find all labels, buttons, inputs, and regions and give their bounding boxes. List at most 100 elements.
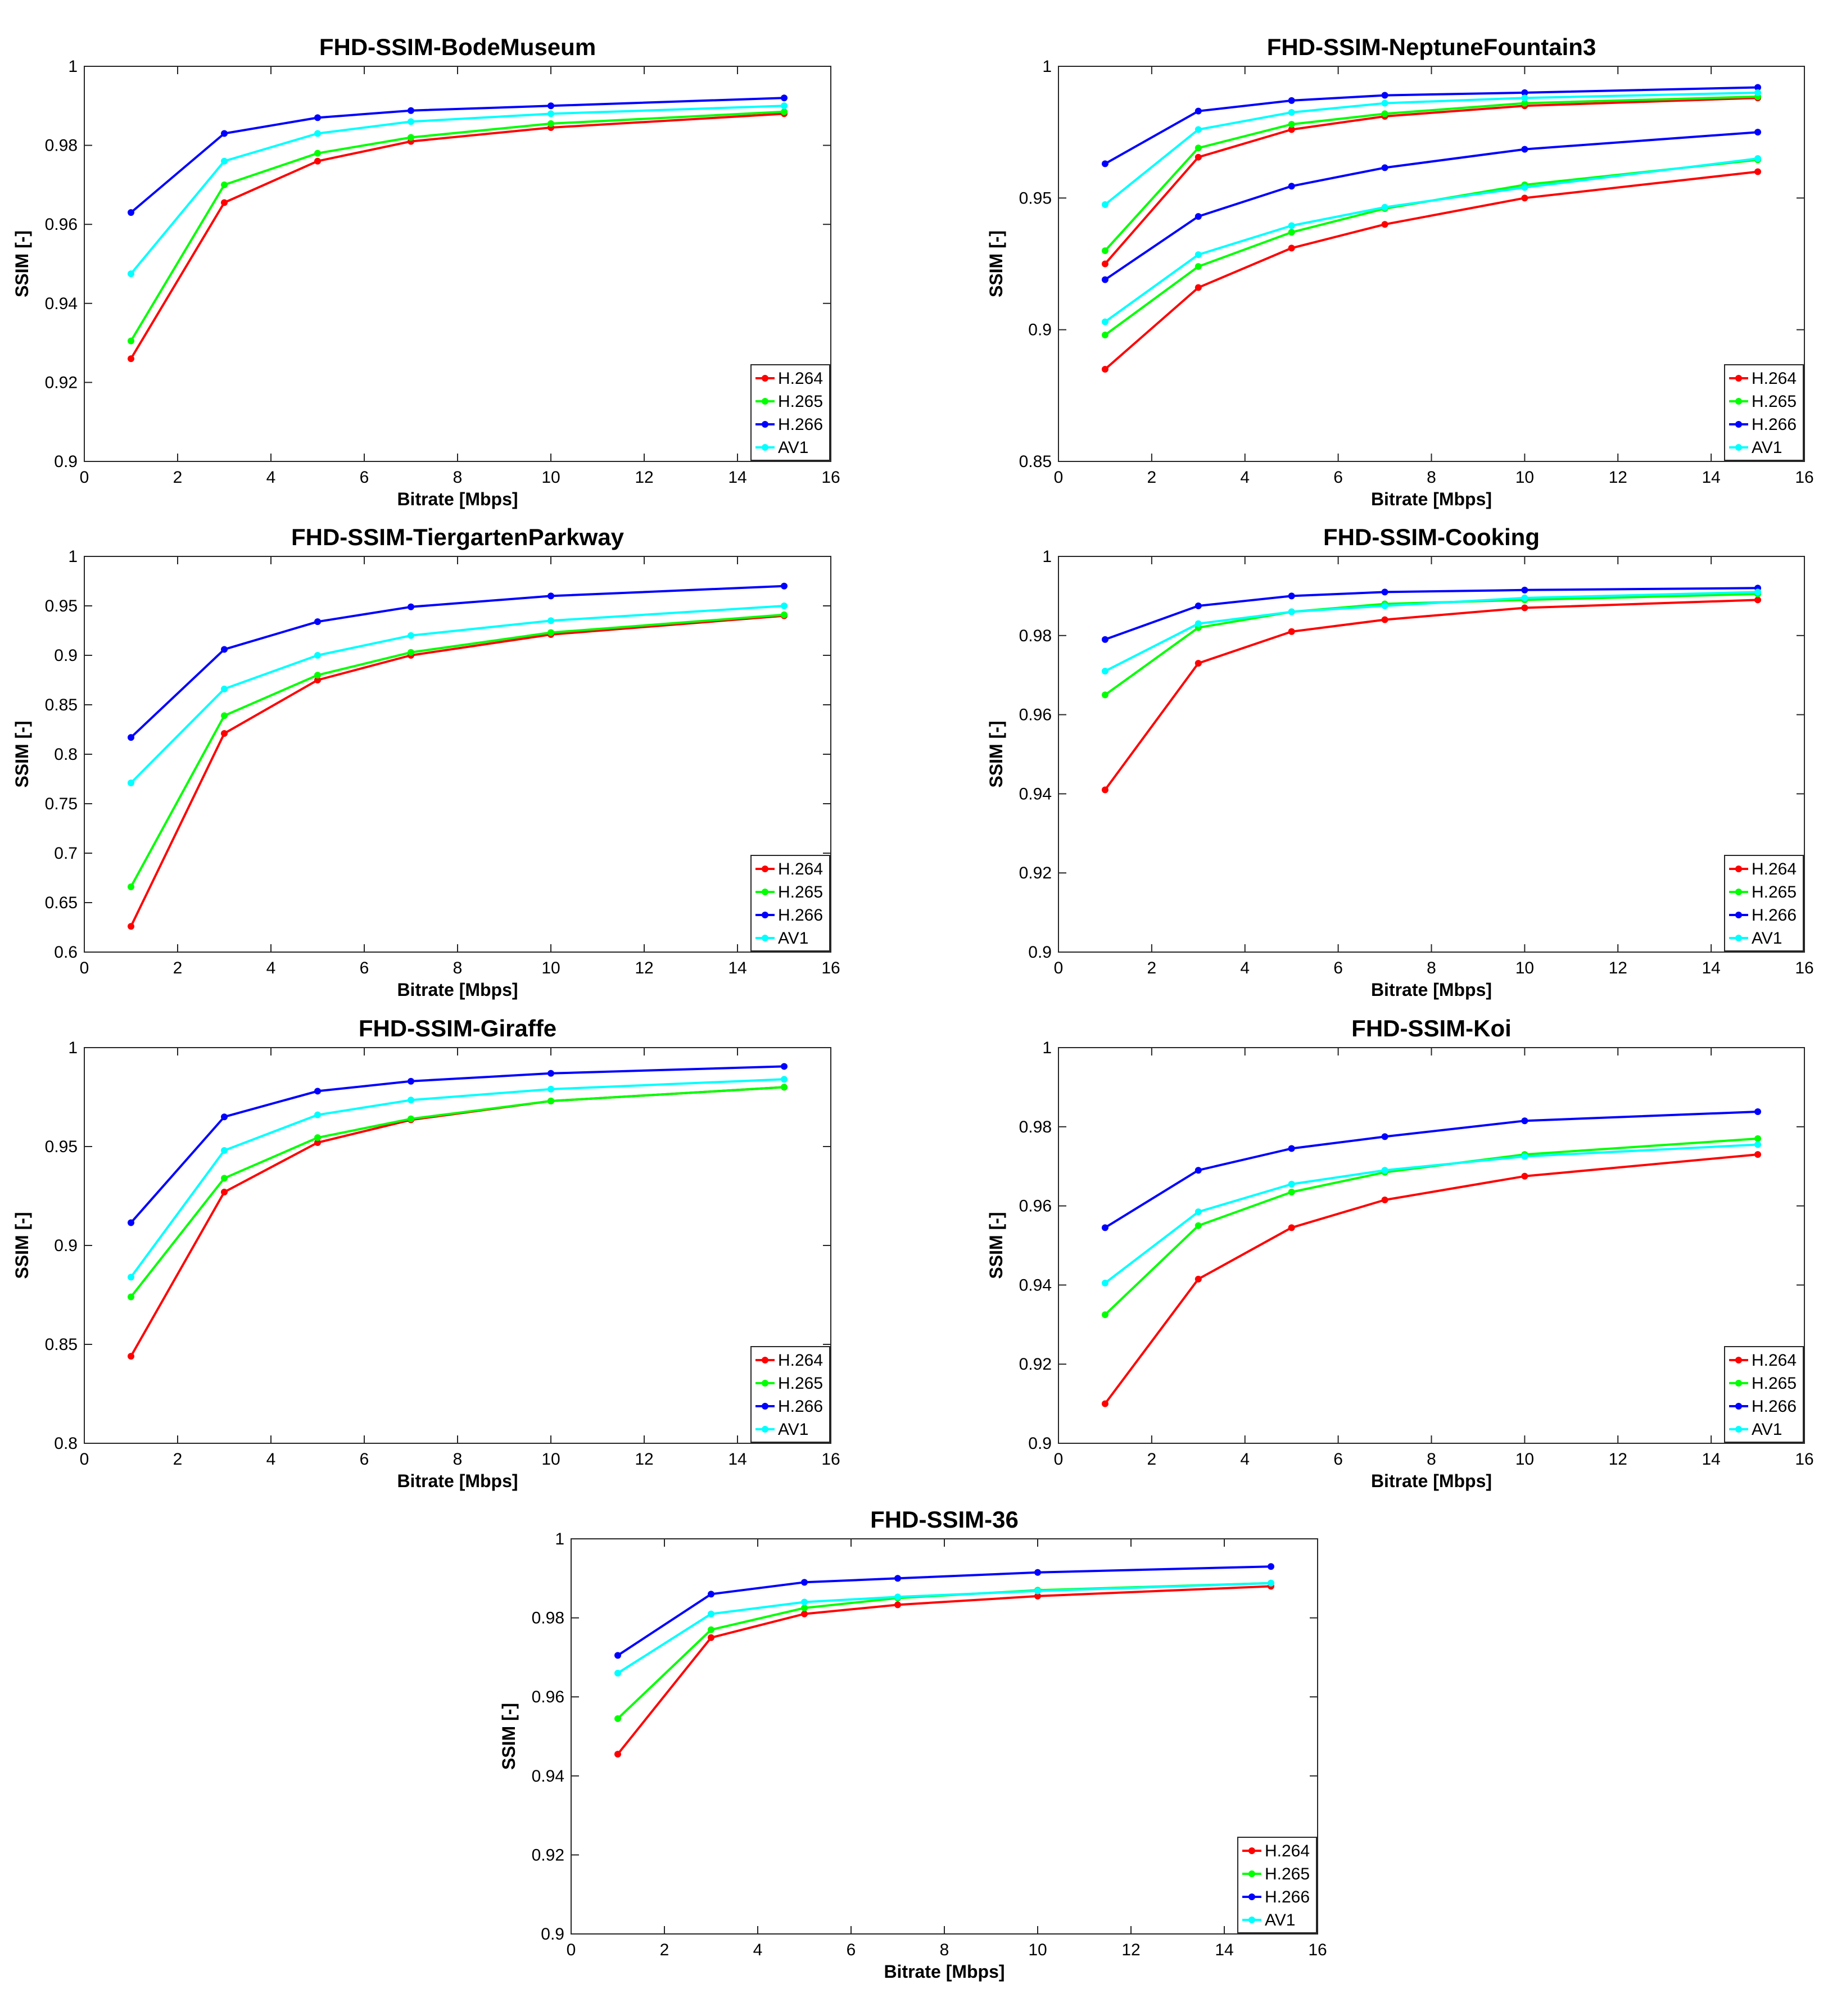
legend-label: H.265 xyxy=(778,883,823,901)
y-tick-label: 0.94 xyxy=(532,1767,564,1786)
data-point xyxy=(1194,107,1202,115)
legend-label: H.264 xyxy=(1752,860,1797,878)
legend-marker xyxy=(762,912,768,918)
y-tick-label: 0.98 xyxy=(45,137,78,155)
data-point xyxy=(614,1652,621,1659)
legend-marker xyxy=(762,1403,768,1410)
series-line-h266 xyxy=(130,97,785,214)
legend-label: H.265 xyxy=(1265,1865,1310,1883)
y-tick-label: 0.65 xyxy=(45,894,78,912)
legend-marker xyxy=(1735,1357,1742,1363)
x-tick-label: 12 xyxy=(635,468,653,487)
data-point xyxy=(221,1175,228,1182)
legend-marker xyxy=(762,935,768,941)
data-point xyxy=(408,107,414,114)
data-point xyxy=(1194,602,1202,609)
data-point xyxy=(1194,284,1202,291)
data-point xyxy=(221,199,228,206)
x-tick-label: 14 xyxy=(1702,1450,1720,1469)
data-point xyxy=(1754,596,1762,604)
plot-area xyxy=(84,1047,831,1444)
data-point xyxy=(128,1274,134,1281)
series-line-av1 xyxy=(1104,591,1758,672)
data-point xyxy=(408,134,414,141)
legend: H.264 H.265 H.266 AV1 xyxy=(1724,855,1804,952)
legend-label: AV1 xyxy=(1752,1420,1782,1439)
legend-marker xyxy=(1735,935,1742,941)
y-tick-label: 0.96 xyxy=(45,215,78,234)
chart-panel-5: 0 2 4 6 8 10 12 14 16 0.8 0.85 0.9 0.95 1 FHD-SSIM-Gir… xyxy=(12,1015,840,1491)
data-point xyxy=(1521,586,1528,594)
x-axis-label: Bitrate [Mbps] xyxy=(1371,1471,1492,1491)
y-tick-label: 0.94 xyxy=(1019,1276,1052,1294)
y-tick-label: 0.9 xyxy=(54,1236,78,1255)
data-point xyxy=(221,1147,228,1154)
legend: H.264 H.265 H.266 AV1 xyxy=(750,855,830,952)
x-tick-label: 12 xyxy=(1609,1450,1627,1469)
data-point xyxy=(1521,99,1528,107)
x-tick-label: 2 xyxy=(173,468,183,487)
legend-label: AV1 xyxy=(778,929,808,948)
x-axis-label: Bitrate [Mbps] xyxy=(397,1471,518,1491)
data-point xyxy=(708,1610,714,1618)
data-point xyxy=(1381,203,1388,211)
data-point xyxy=(1521,146,1528,153)
data-point xyxy=(781,582,788,590)
x-tick-label: 6 xyxy=(1333,1450,1343,1469)
data-point xyxy=(1194,660,1202,667)
data-point xyxy=(221,712,228,719)
legend-marker xyxy=(1248,1847,1255,1854)
data-point xyxy=(128,883,134,890)
data-point xyxy=(1288,592,1295,600)
plot-area xyxy=(84,66,831,462)
data-point xyxy=(1101,636,1108,643)
y-tick-label: 0.8 xyxy=(54,1434,78,1453)
data-point xyxy=(1754,1108,1762,1116)
plot-area xyxy=(84,556,831,953)
x-axis-label: Bitrate [Mbps] xyxy=(397,980,518,1000)
y-tick-label: 0.95 xyxy=(1019,189,1052,207)
chart-title: FHD-SSIM-36 xyxy=(870,1506,1019,1533)
data-point xyxy=(1288,1224,1295,1231)
data-point xyxy=(408,632,414,639)
legend-label: H.264 xyxy=(1752,1351,1797,1370)
data-point xyxy=(1194,126,1202,133)
data-point xyxy=(1288,229,1295,236)
data-point xyxy=(314,1111,321,1118)
data-point xyxy=(548,1070,554,1077)
data-point xyxy=(781,108,788,115)
x-tick-label: 14 xyxy=(728,468,746,487)
chart-title: FHD-SSIM-Cooking xyxy=(1323,524,1540,550)
legend-marker xyxy=(1735,421,1742,428)
y-tick-label: 0.6 xyxy=(54,943,78,962)
data-point xyxy=(1194,213,1202,220)
data-point xyxy=(1521,89,1528,96)
data-point xyxy=(314,149,321,157)
data-point xyxy=(548,617,554,624)
data-point xyxy=(1521,1153,1528,1160)
x-tick-label: 16 xyxy=(1795,468,1813,487)
legend-label: H.266 xyxy=(1265,1888,1310,1906)
data-point xyxy=(1101,276,1108,283)
y-tick-label: 0.92 xyxy=(1019,864,1052,882)
legend-marker xyxy=(762,866,768,872)
series-line-h266 xyxy=(1104,86,1758,165)
data-point xyxy=(221,157,228,165)
legend-label: H.264 xyxy=(1265,1842,1310,1860)
data-point xyxy=(128,923,134,930)
plot-area xyxy=(1058,66,1805,462)
data-point xyxy=(1288,121,1295,128)
y-tick-label: 0.85 xyxy=(45,696,78,714)
data-point xyxy=(1754,1135,1762,1142)
y-axis-label: SSIM [-] xyxy=(12,230,32,297)
x-tick-label: 4 xyxy=(266,1450,276,1469)
data-point xyxy=(1101,1400,1108,1407)
x-tick-label: 16 xyxy=(821,468,840,487)
x-tick-label: 0 xyxy=(80,1450,89,1469)
x-tick-label: 0 xyxy=(1054,959,1064,977)
y-tick-label: 1 xyxy=(68,57,78,76)
x-tick-label: 14 xyxy=(1702,468,1720,487)
x-tick-label: 14 xyxy=(1215,1941,1233,1959)
data-point xyxy=(314,672,321,679)
data-point xyxy=(408,118,414,125)
